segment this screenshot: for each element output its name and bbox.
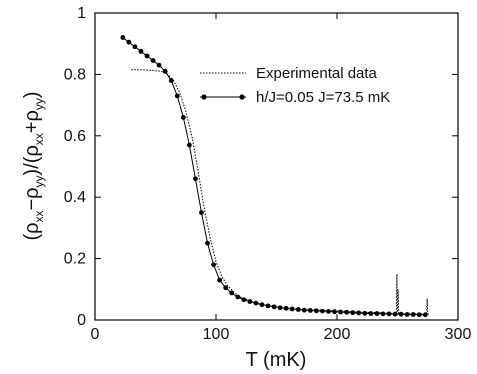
series-point-simulation [180,114,186,120]
series-point-simulation [241,297,247,303]
series-point-simulation [277,305,283,311]
series-point-simulation [344,309,350,315]
series-point-simulation [186,142,192,148]
series-point-simulation [368,311,374,316]
series-point-simulation [332,309,337,315]
series-point-simulation [326,309,331,314]
series-point-simulation [350,310,356,316]
x-tick-label: 100 [203,326,230,343]
series-point-simulation [380,311,386,317]
x-axis-label: T (mK) [246,349,307,371]
series-point-simulation [132,44,138,50]
legend: Experimental data h/J=0.05 J=73.5 mK [200,65,390,106]
series-layer [120,35,429,318]
series-point-simulation [205,240,210,246]
series-point-simulation [289,306,295,312]
series-line-experimental [131,69,429,315]
series-point-simulation [271,304,277,310]
series-point-simulation [320,308,325,314]
series-point-simulation [338,309,344,315]
series-point-simulation [162,68,168,74]
series-point-simulation [356,310,362,316]
legend-label-experimental: Experimental data [256,65,378,82]
series-point-simulation [168,78,174,83]
series-point-simulation [156,62,162,68]
y-tick-label: 1 [77,5,86,22]
y-tick-label: 0.6 [64,128,86,145]
series-point-simulation [374,311,380,316]
y-tick-label: 0 [77,312,86,329]
y-tick-label: 0.8 [64,66,86,83]
series-point-simulation [404,312,410,317]
series-point-simulation [217,277,223,283]
series-point-simulation [138,48,144,54]
x-tick-label: 300 [445,326,472,343]
series-point-simulation [229,290,235,296]
series-point-simulation [265,303,271,309]
series-point-simulation [211,262,216,268]
series-point-simulation [120,35,126,40]
series-point-simulation [307,308,313,313]
series-point-simulation [150,58,156,63]
series-point-simulation [416,312,422,318]
series-point-simulation [223,285,229,291]
series-point-simulation [398,311,404,317]
legend-marker-simulation [201,94,207,100]
y-axis-label: (ρxx−ρyy)/(ρxx+ρyy) [21,91,46,240]
series-point-simulation [247,299,253,304]
series-point-simulation [386,311,392,317]
series-point-simulation [126,39,132,45]
series-point-simulation [283,305,289,311]
y-tick-label: 0.4 [64,189,86,206]
series-point-simulation [301,307,307,313]
legend-marker-simulation [239,94,245,100]
series-point-simulation [259,302,265,308]
series-point-simulation [174,93,180,99]
plot-frame [94,12,459,321]
series-point-simulation [193,176,198,182]
series-point-simulation [144,53,150,59]
legend-label-simulation: h/J=0.05 J=73.5 mK [256,89,390,106]
series-point-simulation [295,307,301,312]
series-point-simulation [392,311,398,317]
series-point-simulation [362,310,368,316]
y-tick-label: 0.2 [64,251,86,268]
x-tick-label: 0 [91,326,100,343]
series-point-simulation [314,308,319,314]
x-tick-label: 200 [324,326,351,343]
series-point-simulation [253,300,259,306]
ticks: 0 100 200 300 0 0.2 0.4 0.6 0.8 1 [64,5,472,343]
series-point-simulation [422,312,428,318]
series-point-simulation [199,210,204,215]
series-point-simulation [235,294,241,300]
series-point-simulation [410,312,416,317]
